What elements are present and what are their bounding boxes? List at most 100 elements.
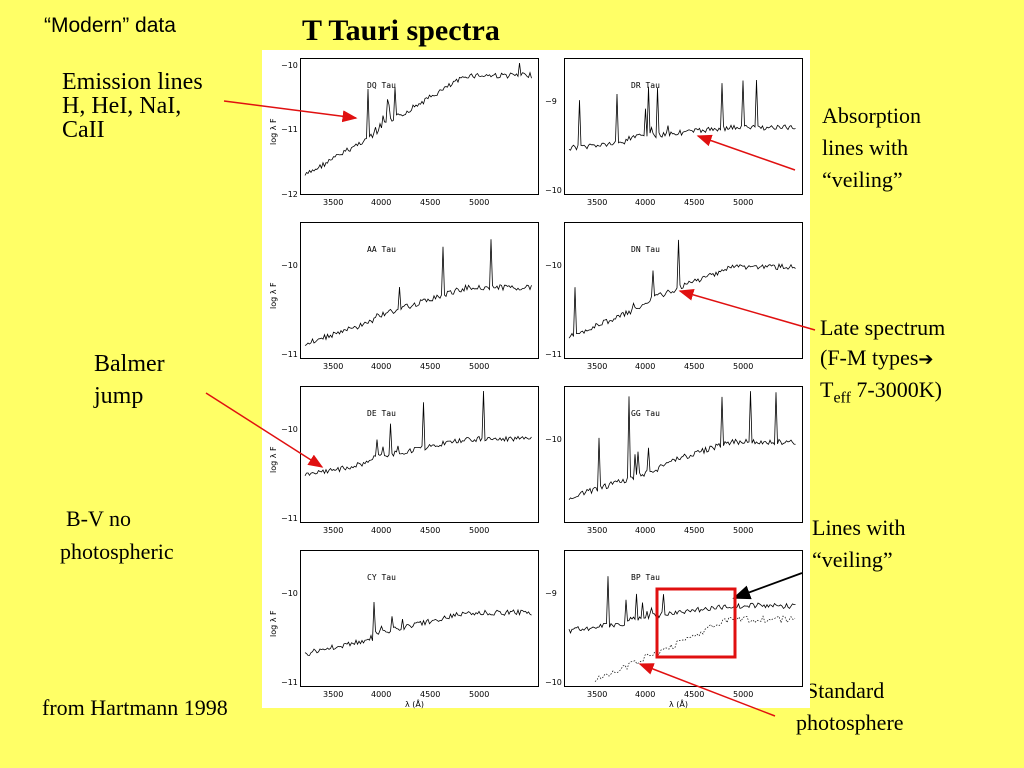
y-tick-label: −11 [281, 514, 298, 524]
x-tick-label: 4000 [371, 526, 392, 535]
spectrum-path [304, 62, 532, 176]
spectrum-panel: CY Tau 3500 4000 4500 5000 λ (Å) −10 −11 log λ F [269, 550, 539, 709]
lines-veiling-line-1: Lines with [812, 515, 906, 540]
x-tick-label: 3500 [323, 690, 344, 699]
x-tick-label: 4000 [371, 198, 392, 207]
x-tick-label: 4500 [684, 690, 705, 699]
y-tick-label: −9 [545, 589, 557, 599]
x-tick-label: 4000 [371, 362, 392, 371]
x-tick-label: 5000 [469, 198, 490, 207]
balmer-jump-annotation: Balmer jump [94, 348, 165, 412]
x-tick-label: 3500 [587, 362, 608, 371]
x-tick-label: 5000 [469, 690, 490, 699]
y-axis-label: log λ F [269, 610, 278, 637]
standard-photosphere-annotation: Standard photosphere [796, 675, 904, 739]
x-tick-label: 3500 [323, 198, 344, 207]
absorption-line-2: lines with [822, 135, 909, 160]
spectrum-panel: DN Tau 3500 4000 4500 5000 −10 −11 [545, 222, 803, 371]
x-tick-label: 4500 [420, 198, 441, 207]
x-tick-label: 5000 [733, 362, 754, 371]
x-axis-label: λ (Å) [669, 700, 688, 709]
y-tick-label: −11 [281, 124, 298, 134]
modern-data-label: “Modern” data [44, 14, 176, 37]
spectrum-line [568, 391, 796, 500]
emission-lines-annotation: Emission lines H, HeI, NaI, CaII [62, 70, 203, 142]
spectrum-line [568, 79, 796, 151]
spectrum-path [304, 239, 532, 346]
spectrum-panel: DE Tau 3500 4000 4500 5000 −10 −11 log λ F [269, 386, 539, 535]
y-tick-label: −12 [281, 190, 298, 199]
spectrum-path [568, 576, 796, 634]
x-tick-label: 3500 [323, 526, 344, 535]
x-tick-label: 5000 [733, 690, 754, 699]
emission-line-2: H, HeI, NaI, [62, 93, 182, 119]
teff-range: 7-3000K) [850, 377, 942, 402]
spectrum-path [568, 239, 796, 339]
y-tick-label: −10 [545, 434, 562, 444]
x-axis-label: λ (Å) [405, 700, 424, 709]
standard-photosphere-curve [594, 615, 796, 682]
spectrum-panel: GG Tau 3500 4000 4500 5000 −10 [545, 386, 803, 535]
spectra-figure: DQ Tau 3500 4000 4500 5000 −10 −11 −12 log λ F DR… [262, 50, 810, 709]
y-tick-label: −9 [545, 97, 557, 107]
y-tick-label: −10 [545, 678, 562, 688]
citation: from Hartmann 1998 [42, 695, 228, 720]
bv-annotation: B-V no photospheric [60, 502, 174, 568]
spectrum-panel: BP Tau 3500 4000 4500 5000 λ (Å) −9 −10 [545, 550, 803, 709]
star-name: DN Tau [631, 245, 660, 254]
spectrum-path [568, 79, 796, 151]
x-tick-label: 5000 [733, 198, 754, 207]
star-name: GG Tau [631, 409, 660, 418]
spectrum-panel: DR Tau 3500 4000 4500 5000 −9 −10 [545, 58, 803, 207]
emission-line-3: CaII [62, 117, 105, 143]
x-tick-label: 3500 [323, 362, 344, 371]
x-tick-label: 4500 [420, 690, 441, 699]
spectrum-path [304, 390, 532, 477]
x-tick-label: 4500 [420, 526, 441, 535]
absorption-annotation: Absorption lines with “veiling” [822, 100, 921, 196]
absorption-line-3: “veiling” [822, 167, 903, 192]
x-tick-label: 3500 [587, 690, 608, 699]
x-tick-label: 4500 [684, 198, 705, 207]
x-tick-label: 5000 [469, 526, 490, 535]
lines-veiling-annotation: Lines with “veiling” [812, 512, 906, 576]
y-tick-label: −10 [281, 425, 298, 435]
spectrum-panel: AA Tau 3500 4000 4500 5000 −10 −11 log λ F [269, 222, 539, 371]
emission-line-1: Emission lines [62, 69, 203, 95]
y-tick-label: −11 [281, 350, 298, 360]
absorption-line-1: Absorption [822, 103, 921, 128]
star-name: DQ Tau [367, 81, 396, 90]
late-spectrum-annotation: Late spectrum (F-M types➔ Teff 7-3000K) [820, 313, 945, 413]
spectrum-line [568, 576, 796, 682]
balmer-line-1: Balmer [94, 351, 165, 377]
spectrum-line [304, 390, 532, 477]
y-tick-label: −10 [281, 61, 298, 70]
star-name: DR Tau [631, 81, 660, 90]
standard-line-2: photosphere [796, 710, 904, 735]
x-tick-label: 4000 [371, 690, 392, 699]
x-tick-label: 4000 [635, 362, 656, 371]
lines-veiling-line-2: “veiling” [812, 547, 893, 572]
x-tick-label: 4000 [635, 526, 656, 535]
y-axis-label: log λ F [269, 282, 278, 309]
y-tick-label: −11 [281, 678, 298, 688]
standard-line-1: Standard [806, 678, 885, 703]
x-tick-label: 4500 [420, 362, 441, 371]
y-tick-label: −10 [545, 186, 562, 196]
y-tick-label: −11 [545, 350, 562, 360]
spectrum-panel: DQ Tau 3500 4000 4500 5000 −10 −11 −12 log λ F [269, 58, 539, 207]
star-name: DE Tau [367, 409, 396, 418]
spectrum-path [568, 391, 796, 500]
arrow-right-icon: ➔ [918, 349, 934, 370]
x-tick-label: 3500 [587, 526, 608, 535]
late-types: (F-M types [820, 345, 919, 370]
y-axis-label: log λ F [269, 118, 278, 145]
late-line-1: Late spectrum [820, 315, 946, 340]
y-tick-label: −10 [281, 589, 298, 599]
bv-line-1: B-V no [66, 506, 131, 531]
x-tick-label: 5000 [469, 362, 490, 371]
teff-subscript: eff [833, 389, 851, 407]
x-tick-label: 4500 [684, 526, 705, 535]
spectrum-line [568, 239, 796, 339]
spectrum-line [304, 239, 532, 346]
